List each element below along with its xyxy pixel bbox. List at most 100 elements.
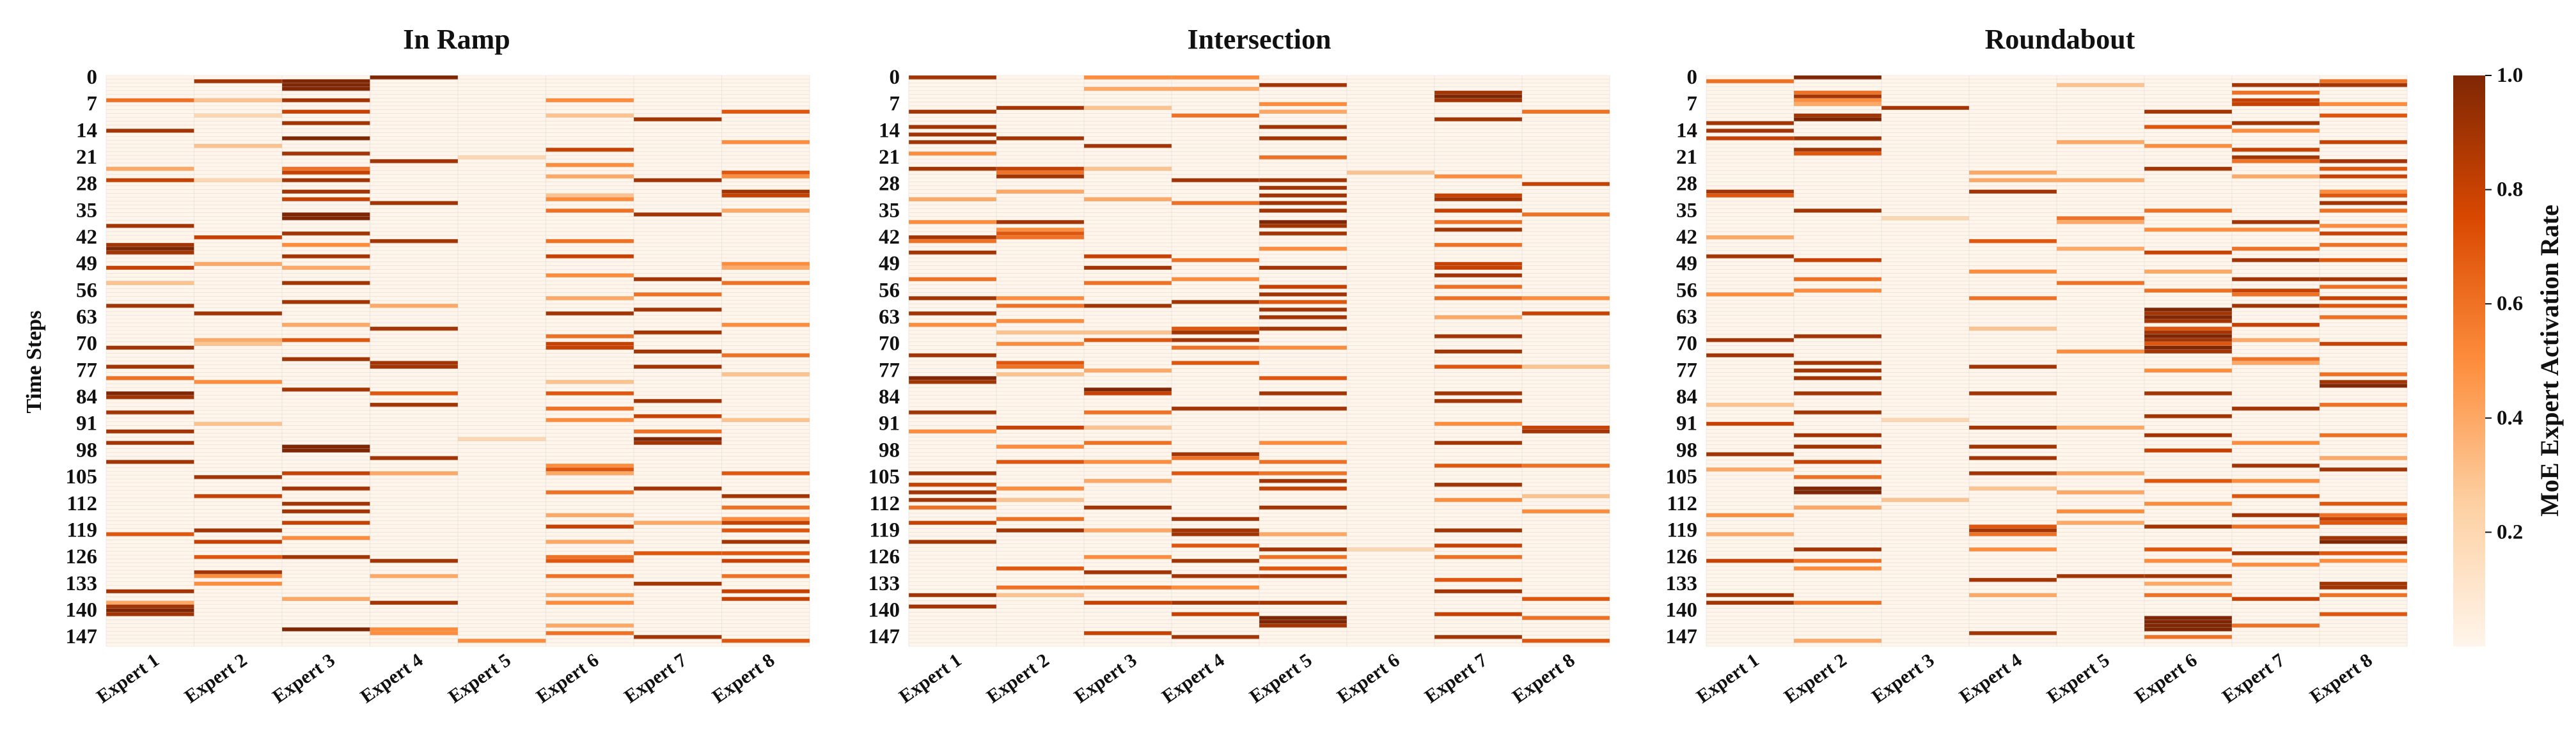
heatmap-cell [2144, 524, 2232, 529]
heatmap-cell [634, 414, 722, 419]
heatmap-cell [1794, 152, 1881, 156]
heatmap-cell [282, 627, 370, 632]
heatmap-cell [1434, 242, 1522, 247]
y-tick-labels: 0 7 14 21 28 35 42 49 56 63 70 77 84 91 98 105 112 119 126… [1666, 66, 1698, 648]
heatmap-cell [1172, 600, 1259, 605]
heatmap-cell [2144, 330, 2232, 335]
heatmap-cell [1084, 281, 1172, 285]
heatmap-cell [282, 79, 370, 84]
heatmap-cell [1434, 612, 1522, 616]
heatmap-cell [1172, 559, 1259, 563]
heatmap-cell [194, 574, 282, 579]
heatmap-cell [1259, 406, 1347, 411]
heatmap-cell [2232, 246, 2320, 251]
y-tick-label: 133 [66, 572, 98, 595]
heatmap-cell [909, 152, 996, 156]
panel-intersection: Intersection 0 7 14 21 28 35 42 49 56 63 70 77 84 91 9… [868, 24, 1610, 707]
colorbar-tick-label: 0.6 [2497, 292, 2523, 315]
heatmap-cell [996, 220, 1084, 224]
y-tick-label: 112 [67, 492, 97, 515]
heatmap-cell [909, 75, 996, 80]
colorbar: 0.2 0.4 0.6 0.8 1.0 MoE Expert Activation Ra… [2453, 64, 2564, 646]
heatmap-cell [1259, 376, 1347, 380]
heatmap-cell [2144, 308, 2232, 312]
heatmap-cell [1259, 326, 1347, 331]
heatmap-cell [1259, 308, 1347, 312]
heatmap-cell [909, 132, 996, 137]
heatmap-cell [1259, 315, 1347, 320]
heatmap-cell [909, 604, 996, 609]
heatmap-cell [282, 597, 370, 601]
heatmap-cell [1259, 574, 1347, 579]
heatmap-cell [1881, 105, 1969, 110]
heatmap-cell [2320, 79, 2407, 84]
heatmap-cell [634, 486, 722, 491]
heatmap-cell [282, 265, 370, 270]
heatmap-cell [1172, 528, 1259, 533]
heatmap-cell [2320, 593, 2407, 597]
y-tick-label: 140 [66, 598, 98, 621]
heatmap-cell [721, 322, 810, 327]
y-tick-label: 91 [1676, 412, 1697, 435]
heatmap-cell [1084, 75, 1172, 80]
heatmap-cell [996, 341, 1084, 347]
heatmap-cell [1172, 585, 1259, 590]
heatmap-cell [634, 212, 722, 217]
heatmap-cell [1794, 433, 1881, 437]
x-tick-label: Expert 2 [983, 650, 1053, 708]
heatmap-cell [1706, 513, 1794, 517]
heatmap-cell [546, 555, 634, 559]
x-tick-label: Expert 3 [269, 650, 339, 708]
heatmap-cell [194, 144, 282, 148]
heatmap-cell [370, 201, 458, 205]
heatmap-cell [2232, 623, 2320, 628]
heatmap-cell [546, 467, 634, 472]
heatmap-cell [546, 559, 634, 563]
heatmap-cell [194, 311, 282, 316]
heatmap-cell [634, 429, 722, 434]
heatmap-cell [2320, 612, 2407, 616]
heatmap-cell [1172, 345, 1259, 350]
heatmap-cell [721, 520, 810, 525]
heatmap-cell [2320, 231, 2407, 236]
heatmap-cell [909, 540, 996, 544]
x-tick-label: Expert 3 [1071, 650, 1141, 708]
y-tick-label: 91 [879, 412, 900, 435]
heatmap-cell [1259, 471, 1347, 476]
x-tick-label: Expert 8 [1509, 650, 1579, 708]
heatmap-cell [996, 174, 1084, 179]
heatmap-cell [1259, 300, 1347, 304]
heatmap-cell [546, 490, 634, 495]
heatmap-cell [546, 148, 634, 152]
heatmap-cell [194, 494, 282, 499]
heatmap-cell [1706, 292, 1794, 297]
heatmap-cell [282, 322, 370, 327]
heatmap-cell [2057, 520, 2144, 525]
heatmap-cell [1259, 623, 1347, 628]
heatmap-cell [909, 520, 996, 525]
heatmap-cell [282, 387, 370, 392]
heatmap-cell [106, 364, 194, 369]
heatmap-cell [1259, 109, 1347, 114]
heatmap-cell [1434, 220, 1522, 224]
heatmap-cell [106, 600, 194, 605]
x-tick-label: Expert 1 [93, 650, 163, 708]
heatmap-cell [546, 471, 634, 476]
heatmap-cell [1434, 174, 1522, 179]
heatmap-cell [1259, 460, 1347, 464]
heatmap-cell [282, 242, 370, 247]
heatmap-cell [721, 189, 810, 194]
x-tick-label: Expert 3 [1868, 650, 1938, 708]
x-tick-label: Expert 5 [444, 650, 515, 708]
y-tick-label: 70 [76, 332, 97, 355]
heatmap-cell [2320, 517, 2407, 521]
heatmap-cell [370, 326, 458, 331]
heatmap-cell [282, 501, 370, 506]
heatmap-cell [2320, 372, 2407, 377]
heatmap-cell [1794, 102, 1881, 107]
heatmap-cell [1794, 444, 1881, 449]
x-tick-label: Expert 7 [2219, 650, 2289, 708]
heatmap-cell [721, 208, 810, 213]
heatmap-cell [2144, 559, 2232, 563]
